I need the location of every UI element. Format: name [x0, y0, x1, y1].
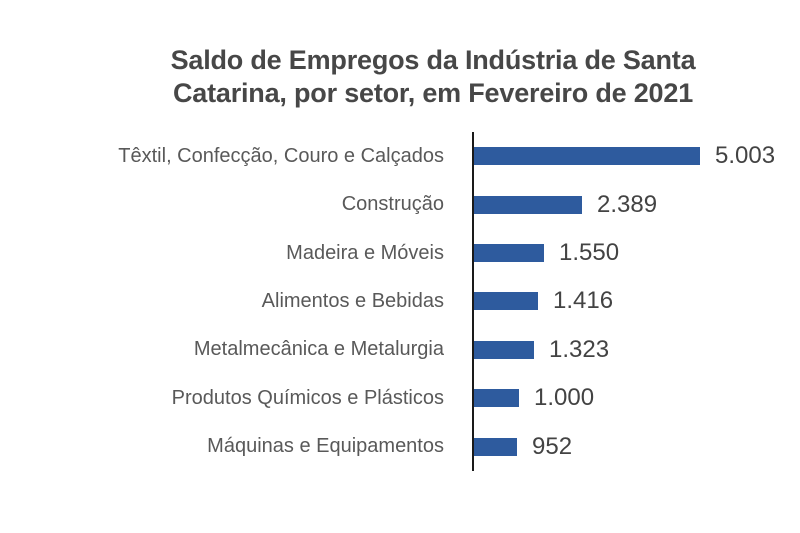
bar-row: Madeira e Móveis 1.550	[0, 229, 800, 277]
chart-title: Saldo de Empregos da Indústria de Santa …	[66, 44, 800, 110]
bar-row: Têxtil, Confecção, Couro e Calçados 5.00…	[0, 132, 800, 180]
bar-zone: 1.000	[474, 384, 594, 412]
category-label: Têxtil, Confecção, Couro e Calçados	[118, 144, 444, 167]
bar-rows-container: Têxtil, Confecção, Couro e Calçados 5.00…	[0, 132, 800, 471]
value-label: 1.416	[553, 287, 614, 315]
bar-zone: 2.389	[474, 191, 657, 219]
bar-zone: 1.416	[474, 287, 613, 315]
bar-zone: 5.003	[474, 142, 775, 170]
category-label: Produtos Químicos e Plásticos	[171, 386, 444, 409]
y-axis-line	[472, 132, 474, 471]
bar-row: Máquinas e Equipamentos 952	[0, 423, 800, 471]
chart-title-line-2: Catarina, por setor, em Fevereiro de 202…	[172, 78, 694, 108]
value-label: 1.550	[559, 239, 620, 267]
bar-zone: 952	[474, 433, 572, 461]
bar-row: Metalmecânica e Metalurgia 1.323	[0, 326, 800, 374]
bar	[474, 147, 700, 166]
bar-chart-plot-area: Têxtil, Confecção, Couro e Calçados 5.00…	[0, 132, 800, 471]
bar	[474, 340, 534, 359]
chart-title-line-1: Saldo de Empregos da Indústria de Santa	[170, 45, 696, 75]
category-label: Madeira e Móveis	[286, 241, 444, 264]
bar-zone: 1.550	[474, 239, 619, 267]
value-label: 952	[532, 432, 573, 460]
category-label: Alimentos e Bebidas	[261, 289, 444, 312]
category-label: Metalmecânica e Metalurgia	[193, 338, 444, 361]
bar	[474, 195, 582, 214]
bar	[474, 244, 544, 263]
bar-row: Alimentos e Bebidas 1.416	[0, 277, 800, 325]
bar-zone: 1.323	[474, 336, 609, 364]
value-label: 1.323	[549, 335, 610, 363]
bar	[474, 292, 538, 311]
bar	[474, 437, 517, 456]
value-label: 5.003	[715, 142, 776, 170]
category-label: Construção	[341, 193, 444, 216]
value-label: 2.389	[597, 190, 658, 218]
bar	[474, 389, 519, 408]
value-label: 1.000	[534, 384, 595, 412]
category-label: Máquinas e Equipamentos	[207, 435, 444, 458]
bar-row: Produtos Químicos e Plásticos 1.000	[0, 374, 800, 422]
bar-row: Construção 2.389	[0, 180, 800, 228]
